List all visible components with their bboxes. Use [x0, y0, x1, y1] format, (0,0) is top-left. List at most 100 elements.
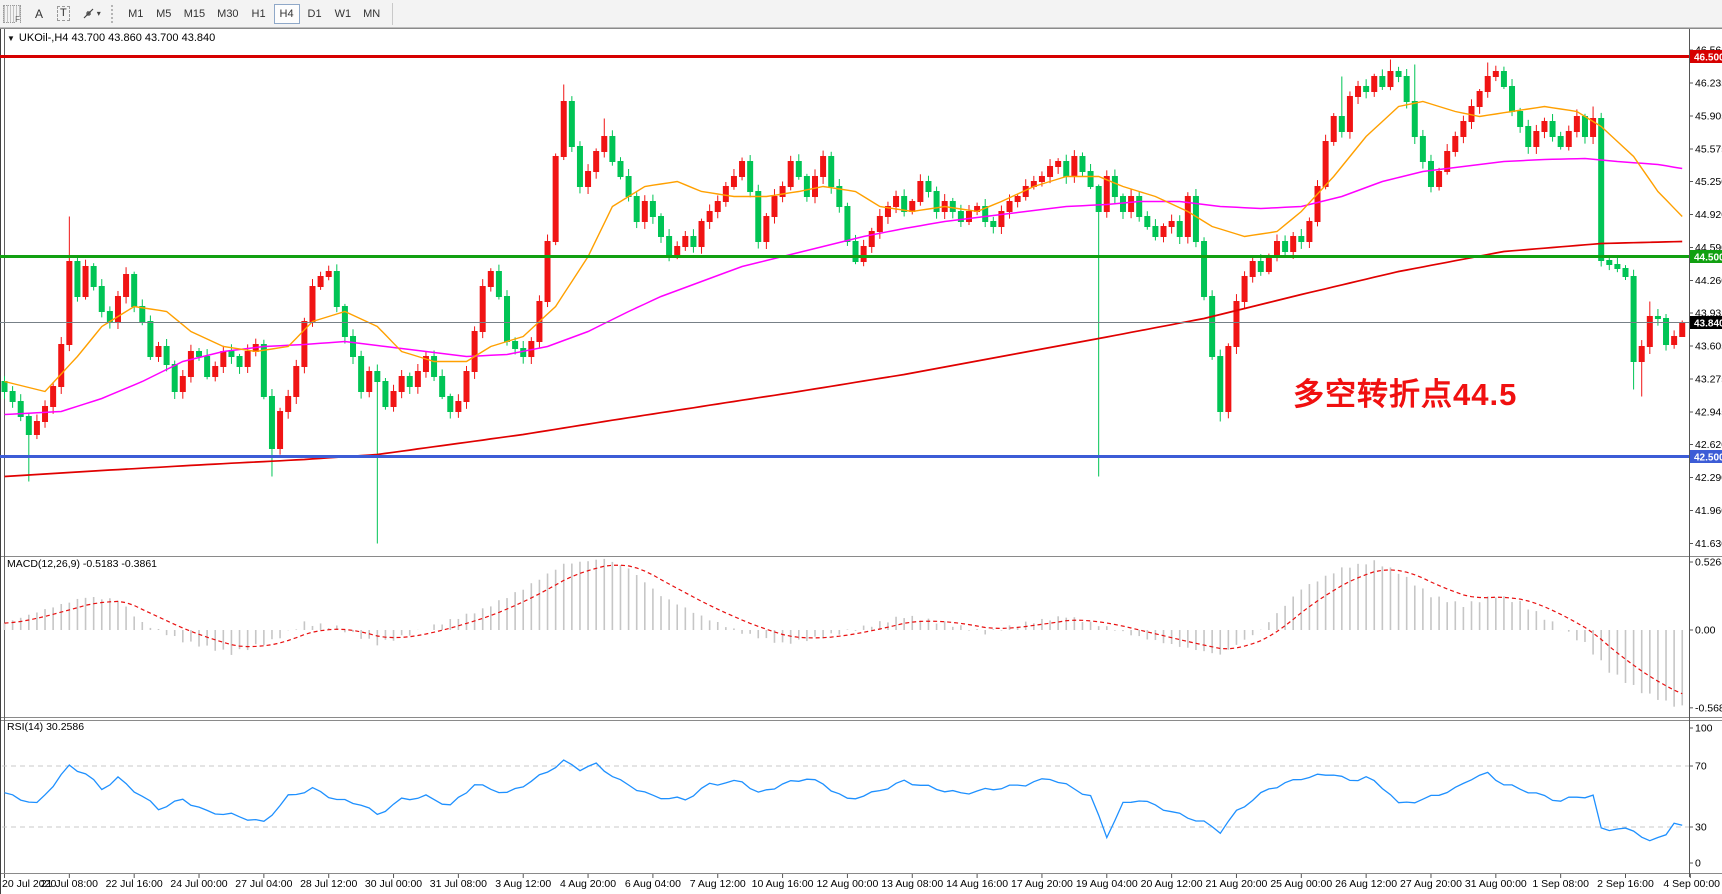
- candle-body: [1565, 131, 1572, 147]
- candle-body: [1071, 156, 1078, 177]
- price-tick-label: 41.960: [1695, 505, 1722, 517]
- timeframe-button-d1[interactable]: D1: [302, 4, 328, 24]
- toolbar-grip-icon[interactable]: F: [3, 4, 21, 24]
- candle-body: [876, 216, 883, 232]
- candle-body: [1209, 296, 1216, 357]
- candle-body: [1646, 316, 1653, 347]
- time-tick-label: 3 Aug 12:00: [495, 878, 551, 890]
- rsi-indicator-label: RSI(14) 30.2586: [7, 721, 85, 733]
- candle-body: [1217, 356, 1224, 412]
- candle-body: [1249, 261, 1256, 277]
- price-tick-label: 42.290: [1695, 472, 1722, 484]
- candle-body: [949, 201, 956, 212]
- arrows-tool-button[interactable]: ▾: [77, 3, 106, 25]
- time-tick-label: 19 Aug 04:00: [1076, 878, 1138, 890]
- candle-body: [1055, 161, 1062, 167]
- candle-body: [568, 101, 575, 147]
- time-tick-label: 12 Aug 00:00: [816, 878, 878, 890]
- candle-body: [714, 201, 721, 212]
- time-tick-label: 21 Jul 08:00: [41, 878, 98, 890]
- level-lines: [0, 55, 1689, 458]
- candle-body: [965, 211, 972, 222]
- candle-body: [520, 348, 527, 357]
- candle-body: [1355, 86, 1362, 97]
- candle-body: [593, 151, 600, 172]
- timeframe-button-m15[interactable]: M15: [179, 4, 210, 24]
- candle-body: [820, 156, 827, 177]
- candle-body: [350, 336, 357, 357]
- time-tick-label: 13 Aug 08:00: [881, 878, 943, 890]
- candle-body: [447, 396, 454, 412]
- candle-body: [1606, 260, 1613, 265]
- price-axis: 46.56546.23545.90545.57545.25044.92044.5…: [1689, 45, 1722, 550]
- candle-body: [779, 186, 786, 197]
- price-tick-label: 44.920: [1695, 209, 1722, 221]
- ma-slow-line: [4, 240, 1683, 478]
- svg-text:43.840: 43.840: [1694, 319, 1722, 330]
- candle-body: [1184, 196, 1191, 237]
- candle-body: [42, 406, 49, 422]
- timeframe-button-m5[interactable]: M5: [151, 4, 177, 24]
- candle-body: [1557, 136, 1564, 147]
- timeframe-button-m1[interactable]: M1: [123, 4, 149, 24]
- candle-body: [66, 261, 73, 345]
- dropdown-caret-icon: ▾: [96, 9, 101, 18]
- candle-body: [641, 201, 648, 222]
- candle-body: [487, 271, 494, 287]
- candle-body: [909, 201, 916, 212]
- candle-body: [1, 381, 8, 392]
- candle-body: [1533, 131, 1540, 147]
- text-label-tool-button[interactable]: T: [52, 3, 75, 25]
- candle-body: [1160, 226, 1167, 237]
- candle-body: [860, 246, 867, 262]
- candle-body: [1517, 111, 1524, 127]
- candle-body: [1622, 268, 1629, 277]
- candle-body: [341, 306, 348, 337]
- timeframe-button-h1[interactable]: H1: [246, 4, 272, 24]
- candle-body: [706, 211, 713, 222]
- candle-body: [293, 366, 300, 397]
- candle-body: [244, 351, 251, 367]
- arrow-annotation-tool-button[interactable]: A: [28, 3, 50, 25]
- candle-body: [957, 211, 964, 222]
- price-tick-label: 46.235: [1695, 78, 1722, 90]
- candle-body: [998, 211, 1005, 227]
- candle-body: [585, 171, 592, 187]
- rsi-panel: 100 70 30 0: [2, 723, 1713, 870]
- candle-body: [1500, 71, 1507, 87]
- price-tick-label: 43.275: [1695, 374, 1722, 386]
- symbol-dropdown-icon[interactable]: ▼: [7, 34, 15, 43]
- timeframe-button-h4[interactable]: H4: [273, 3, 300, 24]
- candle-body: [1128, 196, 1135, 212]
- macd-tick-label: 0.5268: [1695, 557, 1722, 569]
- candle-body: [601, 136, 608, 152]
- candle-body: [455, 401, 462, 412]
- candle-body: [698, 221, 705, 247]
- time-tick-label: 4 Aug 20:00: [560, 878, 616, 890]
- candle-body: [406, 376, 413, 387]
- candle-body: [925, 181, 932, 192]
- timeframe-button-w1[interactable]: W1: [330, 4, 357, 24]
- candle-body: [495, 271, 502, 297]
- candle-body: [382, 381, 389, 407]
- candle-body: [1192, 196, 1199, 242]
- candle-body: [220, 351, 227, 367]
- candle-body: [649, 201, 656, 217]
- candle-body: [1063, 161, 1070, 177]
- candle-body: [771, 196, 778, 217]
- timeframe-button-mn[interactable]: MN: [358, 4, 385, 24]
- price-tag-44.500: [1690, 250, 1722, 263]
- candle-body: [414, 371, 421, 387]
- candle-body: [682, 236, 689, 247]
- candle-body: [50, 386, 57, 407]
- candle-body: [1338, 116, 1345, 132]
- price-tag-42.500: [1690, 450, 1722, 463]
- candle-body: [763, 216, 770, 242]
- candle-body: [617, 161, 624, 177]
- toolbar-separator: [392, 2, 394, 25]
- candle-body: [1638, 346, 1645, 362]
- candle-body: [609, 136, 616, 162]
- candle-body: [836, 186, 843, 207]
- timeframe-button-m30[interactable]: M30: [212, 4, 243, 24]
